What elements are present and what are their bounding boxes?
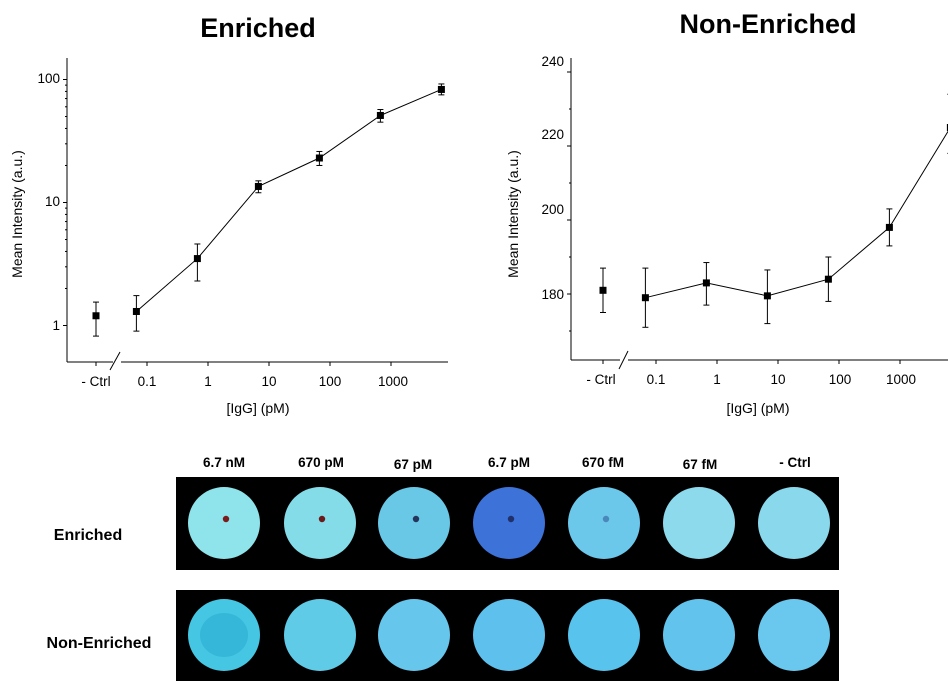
- column-labels: 6.7 nM 670 pM 67 pM 6.7 pM 670 fM 67 fM …: [203, 455, 811, 472]
- x-tick-label: 10: [261, 374, 276, 389]
- array-spots: [188, 487, 830, 671]
- column-label: 6.7 pM: [488, 455, 530, 470]
- x-tick-label: 1: [204, 374, 212, 389]
- spot-mark: [507, 515, 515, 523]
- data-point: [824, 275, 832, 283]
- array-spot: [378, 599, 450, 671]
- array-spot: [188, 487, 260, 559]
- data-point: [946, 124, 948, 131]
- y-tick-label: 200: [541, 202, 564, 217]
- array-panel: 6.7 nM 670 pM 67 pM 6.7 pM 670 fM 67 fM …: [47, 455, 839, 681]
- series-line: [136, 88, 442, 312]
- data-point: [437, 85, 445, 93]
- array-spot: [568, 487, 640, 559]
- array-spot: [758, 599, 830, 671]
- y-tick-label: 10: [45, 194, 60, 209]
- data-point: [132, 307, 140, 315]
- x-tick-label: - Ctrl: [586, 372, 615, 387]
- array-spot: [473, 599, 545, 671]
- row-label-enriched: Enriched: [54, 527, 122, 544]
- x-tick-label: - Ctrl: [81, 374, 110, 389]
- data-point: [763, 292, 771, 300]
- x-tick-label: 100: [829, 372, 852, 387]
- x-tick-label: 10: [770, 372, 785, 387]
- spot-center-shading: [200, 613, 248, 657]
- column-label: 670 fM: [582, 455, 624, 470]
- x-tick-label: 100: [319, 374, 342, 389]
- spot-mark: [412, 515, 420, 523]
- axes: [63, 58, 448, 371]
- data-point: [193, 255, 201, 263]
- chart-title: Enriched: [200, 13, 316, 43]
- y-tick-label: 240: [541, 54, 564, 69]
- x-tick-label: 1: [713, 372, 721, 387]
- column-label: 67 pM: [394, 457, 432, 472]
- data-point: [92, 312, 100, 320]
- x-tick-label: 0.1: [138, 374, 157, 389]
- y-tick-label: 220: [541, 127, 564, 142]
- column-label: - Ctrl: [779, 455, 811, 470]
- series-line: [645, 130, 948, 299]
- y-tick-label: 1: [52, 318, 60, 333]
- data-point: [641, 294, 649, 302]
- axis-break-mark: [618, 350, 629, 370]
- spot-mark: [318, 515, 326, 523]
- data-point: [702, 279, 710, 287]
- array-spot: [284, 599, 356, 671]
- column-label: 6.7 nM: [203, 455, 245, 470]
- chart-title: Non-Enriched: [679, 9, 856, 39]
- data-point: [254, 182, 262, 190]
- data-point: [885, 223, 893, 231]
- array-spot: [758, 487, 830, 559]
- axes: [567, 58, 948, 370]
- column-label: 670 pM: [298, 455, 344, 470]
- x-tick-label: 0.1: [647, 372, 666, 387]
- y-tick-label: 180: [541, 287, 564, 302]
- data-marks: [599, 93, 948, 328]
- array-spot: [284, 487, 356, 559]
- column-label: 67 fM: [683, 457, 718, 472]
- data-point: [599, 286, 607, 294]
- data-marks: [92, 83, 445, 337]
- array-spot: [378, 487, 450, 559]
- y-axis-label: Mean Intensity (a.u.): [9, 150, 25, 278]
- x-tick-label: 1000: [378, 374, 408, 389]
- x-tick-label: 1000: [886, 372, 916, 387]
- x-axis-label: [IgG] (pM): [726, 400, 789, 416]
- array-spot: [663, 487, 735, 559]
- tick-labels: 240 220 200 180 - Ctrl 0.1 1 10 100 1000: [541, 54, 916, 387]
- spot-mark: [222, 515, 230, 523]
- tick-labels: 100 10 1 - Ctrl 0.1 1 10 100 1000: [37, 71, 408, 389]
- data-point: [376, 111, 384, 119]
- x-axis-label: [IgG] (pM): [226, 400, 289, 416]
- data-point: [315, 154, 323, 162]
- chart-enriched: Enriched Mean Intensity (a.u.) [IgG] (pM…: [9, 13, 448, 416]
- array-spot: [473, 487, 545, 559]
- y-axis-label: Mean Intensity (a.u.): [505, 150, 521, 278]
- array-spot: [663, 599, 735, 671]
- y-tick-label: 100: [37, 71, 60, 86]
- array-spot: [568, 599, 640, 671]
- axis-break-mark: [109, 351, 121, 371]
- spot-mark: [602, 515, 610, 523]
- chart-non-enriched: Non-Enriched Mean Intensity (a.u.) [IgG]…: [505, 9, 948, 416]
- row-label-non-enriched: Non-Enriched: [47, 635, 152, 652]
